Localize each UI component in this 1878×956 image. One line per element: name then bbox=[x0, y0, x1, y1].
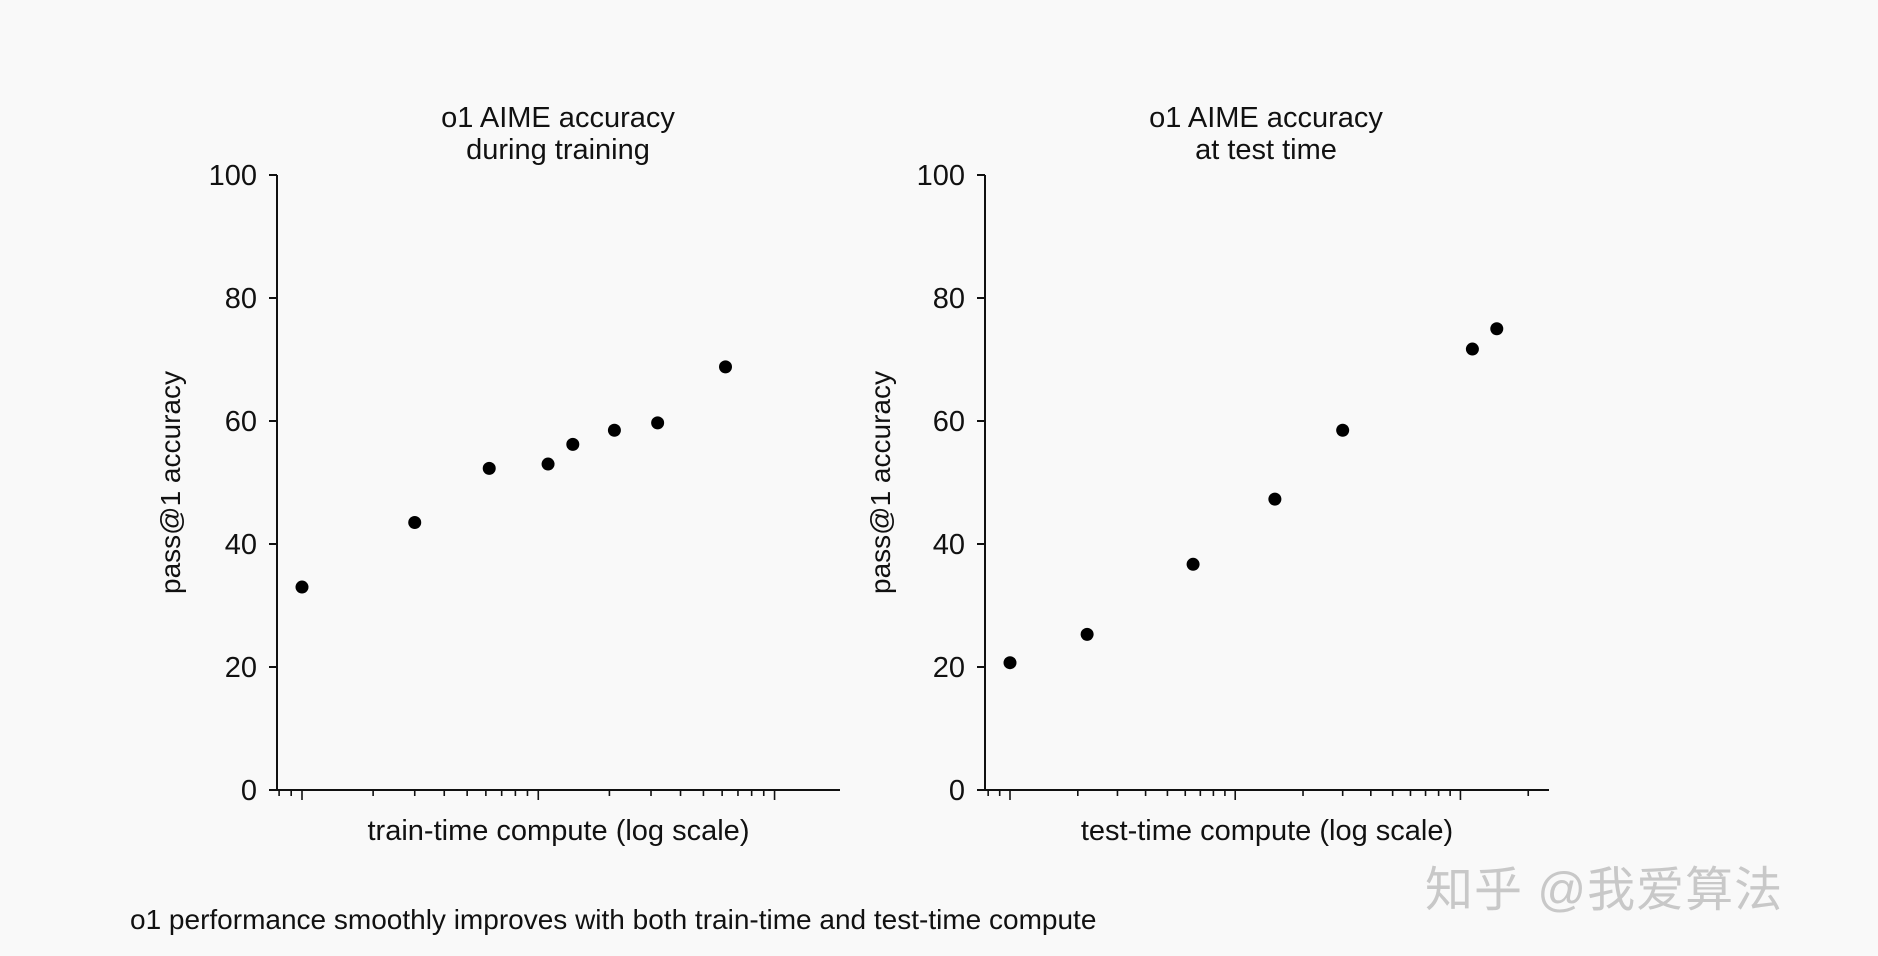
y-tick-label: 80 bbox=[933, 283, 965, 315]
y-axis-label: pass@1 accuracy bbox=[155, 371, 186, 594]
y-tick-label: 40 bbox=[225, 529, 257, 561]
figure-caption: o1 performance smoothly improves with bo… bbox=[130, 904, 1097, 935]
y-tick-label: 60 bbox=[225, 406, 257, 438]
data-point-6 bbox=[607, 423, 621, 437]
x-axis-label: test-time compute (log scale) bbox=[1081, 815, 1453, 847]
y-tick-label: 40 bbox=[933, 529, 965, 561]
data-point-5 bbox=[1336, 423, 1350, 437]
data-point-4 bbox=[541, 457, 555, 471]
chart-title: o1 AIME accuracy during training bbox=[441, 102, 675, 166]
y-tick-label: 80 bbox=[225, 283, 257, 315]
data-point-4 bbox=[1268, 492, 1282, 506]
y-tick-label: 100 bbox=[917, 160, 965, 192]
data-point-1 bbox=[295, 580, 309, 594]
data-point-1 bbox=[1003, 656, 1017, 670]
x-axis-label: train-time compute (log scale) bbox=[368, 815, 750, 847]
data-point-3 bbox=[1186, 557, 1200, 571]
y-tick-label: 20 bbox=[933, 652, 965, 684]
data-point-8 bbox=[719, 360, 733, 374]
data-point-5 bbox=[566, 437, 580, 451]
data-point-2 bbox=[408, 515, 422, 529]
data-point-7 bbox=[651, 416, 665, 430]
chart-panel-2: o1 AIME accuracy at test time 0 20 40 60 80 100… bbox=[865, 102, 1549, 847]
y-tick-label: 20 bbox=[225, 652, 257, 684]
data-point-2 bbox=[1080, 627, 1094, 641]
data-point-3 bbox=[482, 461, 496, 475]
chart-panel-1: o1 AIME accuracy during training 0 20 40 60 80… bbox=[155, 102, 840, 847]
y-axis-label: pass@1 accuracy bbox=[865, 371, 896, 594]
y-tick-label: 0 bbox=[241, 775, 257, 807]
y-tick-label: 60 bbox=[933, 406, 965, 438]
data-point-7 bbox=[1490, 322, 1504, 336]
data-point-6 bbox=[1465, 342, 1479, 356]
y-tick-label: 0 bbox=[949, 775, 965, 807]
watermark: 知乎 @我爱算法 bbox=[1425, 864, 1784, 917]
y-tick-label: 100 bbox=[209, 160, 257, 192]
chart-title: o1 AIME accuracy at test time bbox=[1149, 102, 1383, 166]
